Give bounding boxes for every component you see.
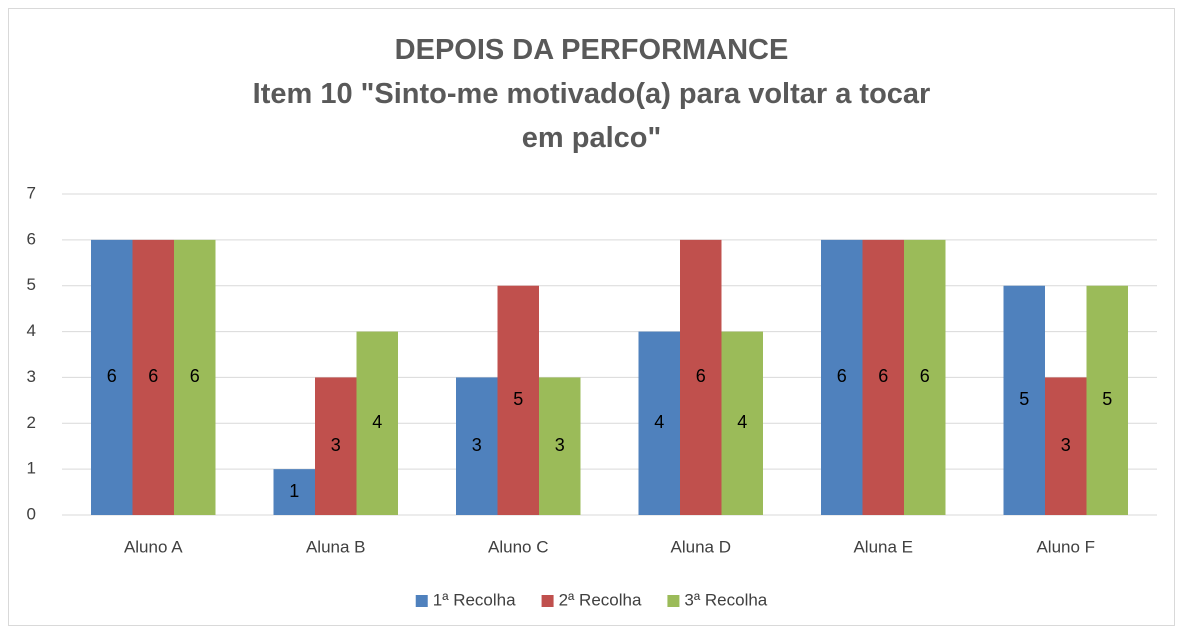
bar: [273, 469, 315, 515]
legend-swatch: [415, 595, 428, 607]
bar: [132, 239, 174, 515]
x-tick-label: Aluna E: [853, 537, 913, 556]
bar: [1045, 377, 1087, 515]
data-label: 6: [107, 366, 117, 386]
y-tick-label: 6: [27, 229, 36, 248]
bar: [1003, 285, 1045, 515]
bar: [91, 239, 133, 515]
data-label: 6: [837, 366, 847, 386]
bar: [821, 239, 863, 515]
y-tick-label: 5: [27, 275, 36, 294]
bar: [862, 239, 904, 515]
data-label: 6: [148, 366, 158, 386]
legend-swatch: [667, 595, 680, 607]
data-label: 5: [1102, 389, 1112, 409]
bar: [174, 239, 216, 515]
bar: [721, 331, 763, 515]
data-label: 4: [654, 412, 664, 432]
legend-label: 1ª Recolha: [433, 590, 516, 609]
bar: [315, 377, 357, 515]
data-label: 5: [513, 389, 523, 409]
data-label: 3: [331, 435, 341, 455]
bar: [497, 285, 539, 515]
bar: [904, 239, 946, 515]
data-label: 5: [1019, 389, 1029, 409]
y-tick-label: 0: [27, 504, 36, 523]
x-tick-label: Aluno C: [488, 537, 548, 556]
bar: [1086, 285, 1128, 515]
data-label: 4: [372, 412, 382, 432]
bar: [356, 331, 398, 515]
x-tick-label: Aluna D: [671, 537, 731, 556]
bar: [638, 331, 680, 515]
data-label: 3: [472, 435, 482, 455]
chart-subtitle: Item 10 "Sinto-me motivado(a) para volta…: [252, 78, 931, 154]
chart-title: DEPOIS DA PERFORMANCE: [394, 34, 789, 66]
bar: [539, 377, 581, 515]
y-tick-label: 7: [27, 183, 36, 202]
y-tick-label: 4: [27, 321, 36, 340]
legend-swatch: [541, 595, 554, 607]
data-label: 6: [696, 366, 706, 386]
data-label: 3: [555, 435, 565, 455]
y-tick-label: 3: [27, 367, 36, 386]
data-label: 1: [289, 481, 299, 501]
legend-label: 3ª Recolha: [684, 590, 767, 609]
x-tick-label: Aluno A: [124, 537, 183, 556]
data-label: 6: [190, 366, 200, 386]
x-tick-label: Aluno F: [1036, 537, 1095, 556]
title-block: DEPOIS DA PERFORMANCE Item 10 "Sinto-me …: [0, 28, 1183, 160]
y-tick-label: 2: [27, 413, 36, 432]
x-tick-label: Aluna B: [306, 537, 366, 556]
data-label: 6: [878, 366, 888, 386]
y-tick-label: 1: [27, 459, 36, 478]
bar: [456, 377, 498, 515]
data-label: 4: [737, 412, 747, 432]
legend-label: 2ª Recolha: [559, 590, 642, 609]
data-label: 6: [920, 366, 930, 386]
data-label: 3: [1061, 435, 1071, 455]
bar: [680, 239, 722, 515]
